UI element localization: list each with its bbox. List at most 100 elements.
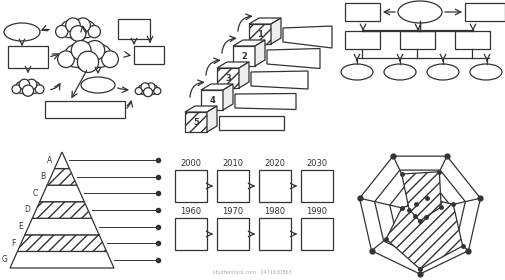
Ellipse shape <box>384 64 416 80</box>
Bar <box>175 170 207 202</box>
Circle shape <box>74 43 103 71</box>
Bar <box>134 46 164 64</box>
Circle shape <box>12 85 21 94</box>
Bar <box>45 101 125 118</box>
Bar <box>400 31 435 49</box>
Ellipse shape <box>4 23 40 41</box>
Text: 2: 2 <box>241 52 247 60</box>
Text: C: C <box>32 189 38 198</box>
Ellipse shape <box>81 77 115 93</box>
Polygon shape <box>223 84 233 110</box>
Polygon shape <box>233 46 255 66</box>
Polygon shape <box>235 94 296 109</box>
Bar <box>345 31 380 49</box>
Text: 2030: 2030 <box>307 158 328 167</box>
Polygon shape <box>40 185 84 202</box>
Text: B: B <box>40 172 45 181</box>
Circle shape <box>77 51 98 73</box>
Polygon shape <box>201 84 233 90</box>
Bar <box>301 218 333 250</box>
Bar <box>465 3 505 21</box>
Bar <box>345 3 380 21</box>
Circle shape <box>76 18 90 32</box>
Text: 2000: 2000 <box>180 158 201 167</box>
Text: 1980: 1980 <box>265 207 285 216</box>
Circle shape <box>89 45 112 67</box>
Polygon shape <box>55 152 69 169</box>
Ellipse shape <box>470 64 502 80</box>
Circle shape <box>141 83 149 91</box>
Circle shape <box>66 18 80 32</box>
Circle shape <box>143 88 153 97</box>
Bar <box>259 170 291 202</box>
Bar <box>8 46 48 68</box>
Circle shape <box>67 19 89 41</box>
Polygon shape <box>219 116 284 130</box>
Circle shape <box>148 85 158 94</box>
Ellipse shape <box>341 64 373 80</box>
Circle shape <box>154 87 161 95</box>
Polygon shape <box>25 218 99 235</box>
Text: E: E <box>18 222 23 231</box>
Polygon shape <box>233 40 265 46</box>
Polygon shape <box>32 202 92 218</box>
Text: A: A <box>47 156 53 165</box>
Polygon shape <box>201 90 223 110</box>
Polygon shape <box>217 62 249 68</box>
Text: 1990: 1990 <box>307 207 328 216</box>
Circle shape <box>65 45 87 67</box>
Circle shape <box>85 41 105 60</box>
Polygon shape <box>386 198 463 269</box>
Circle shape <box>61 21 77 38</box>
Ellipse shape <box>427 64 459 80</box>
Text: 1: 1 <box>257 29 263 39</box>
Text: 2020: 2020 <box>265 158 285 167</box>
Circle shape <box>56 25 68 38</box>
Bar <box>301 170 333 202</box>
Circle shape <box>88 25 100 38</box>
Polygon shape <box>47 169 77 185</box>
Ellipse shape <box>398 1 442 23</box>
Bar <box>259 218 291 250</box>
Bar <box>175 218 207 250</box>
Polygon shape <box>185 106 217 112</box>
Polygon shape <box>217 68 239 88</box>
Polygon shape <box>249 24 271 44</box>
Polygon shape <box>249 18 281 24</box>
Circle shape <box>19 79 30 90</box>
Bar <box>217 218 249 250</box>
Bar <box>455 31 490 49</box>
Circle shape <box>102 51 118 67</box>
Polygon shape <box>185 112 207 132</box>
Bar <box>118 19 150 39</box>
Polygon shape <box>18 235 107 251</box>
Circle shape <box>142 84 154 96</box>
Polygon shape <box>239 62 249 88</box>
Polygon shape <box>283 26 332 48</box>
Polygon shape <box>271 18 281 44</box>
Text: D: D <box>24 206 30 214</box>
Circle shape <box>58 51 74 67</box>
Bar <box>217 170 249 202</box>
Text: F: F <box>11 239 16 248</box>
Text: 4: 4 <box>209 95 215 104</box>
Text: 1970: 1970 <box>222 207 243 216</box>
Circle shape <box>138 85 147 94</box>
Polygon shape <box>401 172 441 221</box>
Circle shape <box>26 79 37 90</box>
Text: 3: 3 <box>225 74 231 83</box>
Text: shutterstock.com · 2471630863: shutterstock.com · 2471630863 <box>213 270 291 275</box>
Text: 2010: 2010 <box>223 158 243 167</box>
Circle shape <box>70 26 86 41</box>
Text: 5: 5 <box>193 118 199 127</box>
Circle shape <box>135 87 142 95</box>
Polygon shape <box>251 71 308 89</box>
Polygon shape <box>267 48 320 69</box>
Text: G: G <box>2 255 8 264</box>
Polygon shape <box>207 106 217 132</box>
Polygon shape <box>10 251 114 268</box>
Circle shape <box>20 80 35 95</box>
Circle shape <box>28 81 40 94</box>
Circle shape <box>16 81 28 94</box>
Circle shape <box>79 21 95 38</box>
